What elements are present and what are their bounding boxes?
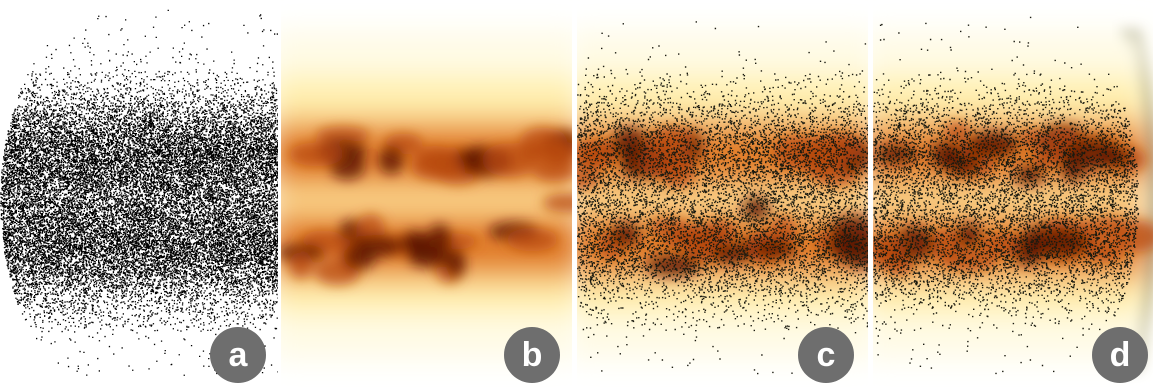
panel-label: b (522, 336, 543, 374)
density-blob (426, 223, 452, 254)
panel-label: d (1110, 336, 1131, 374)
density-blob (482, 142, 537, 177)
density-texture (281, 126, 572, 286)
panel-b (281, 30, 572, 360)
density-blob (839, 237, 868, 269)
panel-label: c (817, 336, 836, 374)
density-blob (343, 243, 377, 270)
density-blob (289, 142, 344, 167)
density-blob (377, 146, 405, 175)
density-blob (401, 230, 429, 254)
badge-a: a (210, 327, 266, 383)
density-blob (289, 251, 313, 279)
scatter-points (0, 9, 278, 378)
scatter-points (873, 16, 1140, 375)
badge-d: d (1092, 327, 1148, 383)
density-blob (315, 126, 370, 145)
density (281, 30, 572, 360)
badge-b: b (504, 327, 560, 383)
density-blob (415, 145, 456, 173)
panel-c (577, 21, 868, 375)
density-blob (506, 227, 558, 252)
density-blob (540, 130, 568, 162)
panel-d (873, 16, 1153, 375)
density-blob (532, 159, 572, 182)
density-blob (542, 193, 572, 213)
panel-label: a (229, 336, 249, 374)
density-blob (445, 248, 466, 277)
badge-c: c (798, 327, 854, 383)
density-blob (893, 226, 935, 261)
density-blob (661, 230, 709, 248)
panel-a (0, 9, 278, 378)
